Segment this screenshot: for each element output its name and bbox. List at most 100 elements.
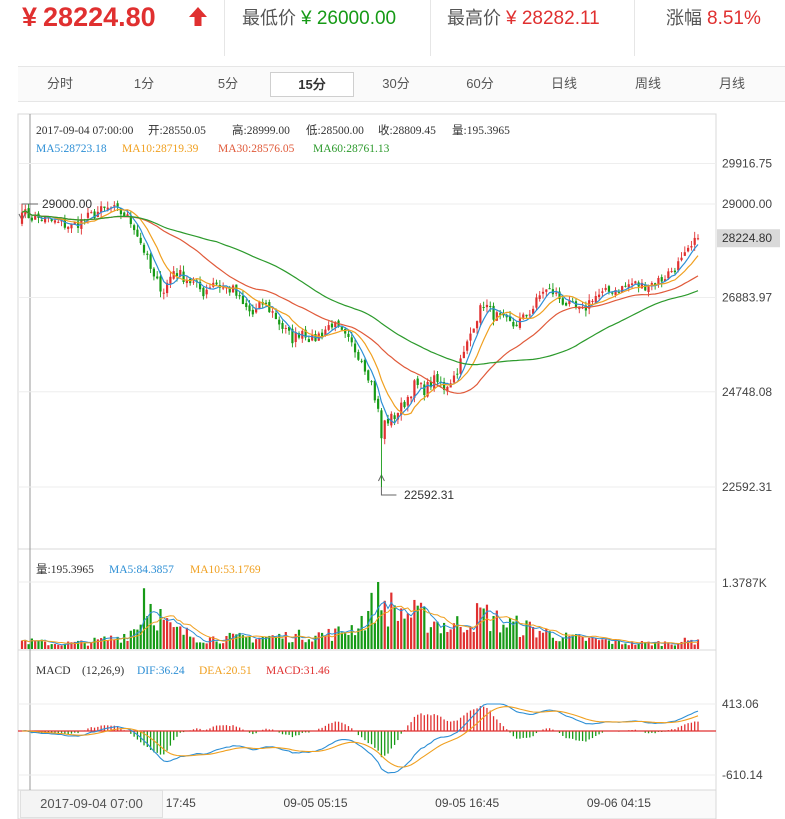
tab-30min[interactable]: 30分: [382, 76, 410, 91]
candle-body: [367, 370, 370, 381]
tab-5min[interactable]: 5分: [217, 76, 239, 91]
volume-bar: [70, 642, 73, 649]
volume-bar: [192, 637, 195, 649]
volume-bar: [165, 618, 169, 649]
volume-bar: [215, 641, 218, 649]
volume-bar: [650, 645, 653, 649]
volume-bar: [426, 632, 429, 649]
candle-body: [568, 300, 571, 305]
volume-bar: [241, 635, 245, 649]
macd-top-tick: 413.06: [722, 697, 759, 711]
candle-body: [403, 401, 406, 408]
candle-body: [63, 218, 66, 228]
volume-bar: [294, 633, 297, 649]
volume-bar: [647, 641, 650, 649]
divider: [634, 0, 635, 56]
volume-bar: [696, 639, 700, 649]
change-label: 涨幅: [666, 8, 702, 28]
tab-weekly[interactable]: 周线: [634, 76, 661, 91]
tab-1min[interactable]: 1分: [133, 76, 155, 91]
candle-body: [393, 415, 396, 420]
volume-bar: [657, 641, 660, 649]
candle-body: [215, 282, 218, 285]
volume-bar: [406, 613, 409, 649]
volume-bar: [314, 635, 317, 649]
volume-bar: [208, 637, 212, 649]
candle-body: [499, 313, 502, 315]
low-price-stat: 最低价 ¥ 26000.00: [242, 4, 396, 30]
candle-body: [350, 337, 353, 343]
kline-chart[interactable]: 2017-09-04 07:00:00 开:28550.05 高:28999.0…: [0, 112, 785, 819]
candle-body: [330, 323, 334, 328]
candle-body: [680, 257, 683, 261]
volume-bar: [456, 616, 459, 649]
candle-body: [561, 298, 564, 305]
volume-bar: [337, 626, 340, 649]
candle-body: [594, 296, 597, 303]
tab-15min[interactable]: 15分: [270, 72, 354, 97]
max-price-annotation: 29000.00: [42, 197, 92, 211]
candle-body: [149, 254, 152, 269]
volume-bar: [175, 626, 179, 649]
tab-daily[interactable]: 日线: [550, 76, 577, 91]
candle-body: [248, 305, 251, 312]
tab-60min[interactable]: 60分: [466, 76, 494, 91]
candle-body: [644, 284, 647, 291]
price-tick-label: 29916.75: [722, 157, 772, 171]
volume-bar: [452, 623, 456, 649]
candle-body: [133, 225, 136, 231]
candle-body: [156, 276, 159, 279]
volume-bar: [152, 625, 156, 649]
candle-body: [413, 380, 416, 398]
volume-bar: [462, 632, 465, 649]
volume-bar: [119, 642, 123, 649]
volume-bar: [20, 640, 24, 649]
volume-bar: [185, 627, 188, 649]
volume-bar: [90, 642, 93, 649]
candle-body: [663, 279, 667, 282]
candle-body: [304, 329, 307, 338]
price-panel-frame: [17, 113, 717, 550]
candle-body: [538, 295, 541, 300]
volume-bar: [34, 640, 37, 649]
candle-body: [373, 380, 376, 401]
info-datetime: 2017-09-04 07:00:00: [36, 125, 134, 137]
volume-bar: [218, 643, 221, 649]
candle-body: [621, 286, 624, 293]
volume-bar: [27, 644, 30, 649]
candle-body: [258, 302, 261, 309]
volume-bar: [311, 641, 314, 649]
candle-body: [76, 221, 80, 228]
volume-bar: [281, 638, 284, 649]
candle-body: [396, 413, 400, 420]
candle-body: [433, 375, 436, 390]
crosshair-time-label: 2017-09-04 07:00: [20, 790, 163, 818]
volume-bar: [508, 618, 512, 649]
legend-ma60: MA60:28761.13: [313, 143, 390, 155]
change-value: 8.51%: [707, 8, 761, 29]
volume-bar: [320, 632, 324, 649]
candle-body: [185, 280, 188, 284]
volume-bar: [278, 633, 281, 649]
candle-body: [495, 312, 498, 321]
tab-monthly[interactable]: 月线: [718, 76, 745, 91]
candle-body: [429, 381, 432, 388]
volume-bar: [564, 632, 568, 649]
volume-bar: [495, 610, 498, 649]
candle-body: [192, 281, 195, 283]
tab-timeshare[interactable]: 分时: [46, 76, 73, 91]
volume-bar: [466, 629, 469, 649]
price-tick-label: 26883.97: [722, 290, 772, 304]
ma5-line: [21, 206, 699, 424]
volume-bar: [528, 621, 531, 649]
volume-bar: [670, 644, 673, 649]
volume-bar: [607, 640, 611, 649]
volume-bar: [324, 635, 327, 649]
candle-body: [525, 314, 528, 317]
volume-bar: [363, 630, 367, 649]
volume-bar: [53, 644, 57, 649]
volume-bar: [637, 644, 640, 649]
candle-body: [264, 302, 268, 304]
candle-body: [518, 318, 522, 328]
volume-bar: [357, 628, 360, 649]
